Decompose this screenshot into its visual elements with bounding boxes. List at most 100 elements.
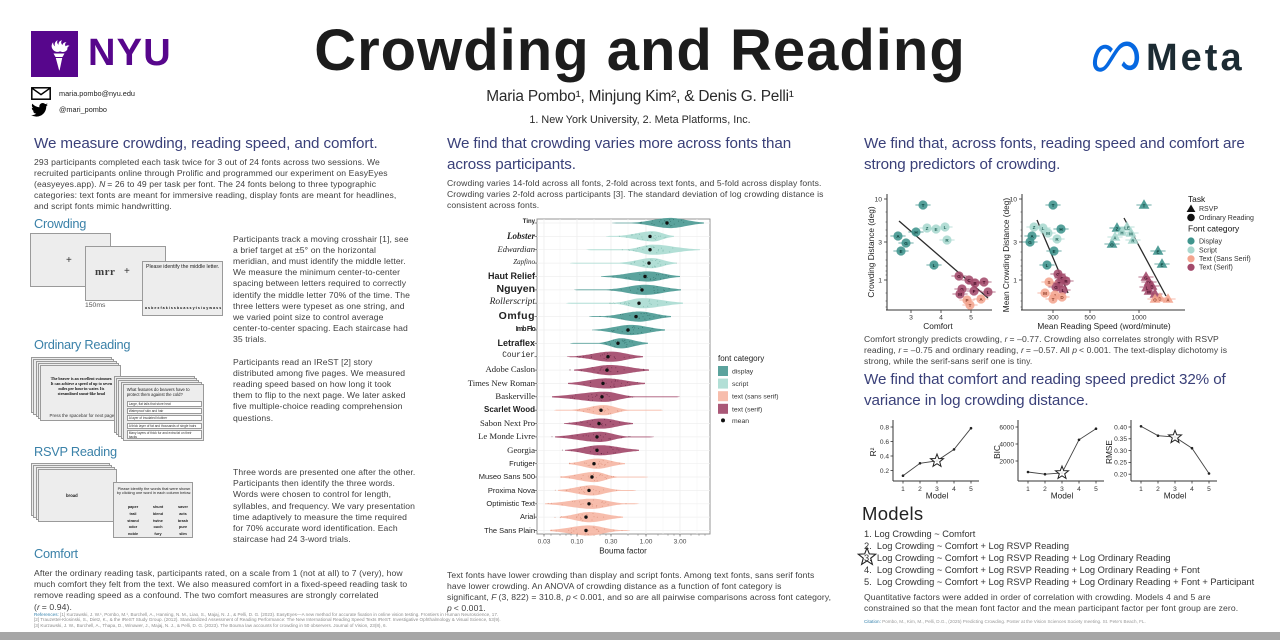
svg-text:0.30: 0.30 (605, 539, 618, 546)
svg-text:1: 1 (901, 486, 905, 493)
svg-text:2: 2 (918, 486, 922, 493)
svg-text:H: H (1059, 227, 1063, 232)
svg-text:Mean Crowding Distance (deg): Mean Crowding Distance (deg) (1001, 198, 1011, 313)
svg-text:0.4: 0.4 (880, 453, 889, 460)
svg-text:LE: LE (1124, 226, 1130, 231)
svg-text:Task: Task (1188, 194, 1206, 204)
svg-text:T: T (983, 280, 986, 285)
svg-text:2000: 2000 (999, 458, 1014, 465)
svg-text:L: L (1042, 226, 1045, 231)
svg-text:4000: 4000 (999, 441, 1014, 448)
svg-text:E: E (899, 249, 902, 254)
svg-text:L: L (1046, 263, 1049, 268)
svg-text:A: A (979, 297, 983, 302)
svg-text:text (sans serif): text (sans serif) (732, 394, 778, 401)
svg-text:G: G (960, 287, 964, 292)
svg-text:G: G (904, 241, 908, 246)
svg-text:display: display (732, 369, 754, 376)
svg-text:L: L (1062, 288, 1065, 293)
svg-text:6000: 6000 (999, 424, 1014, 431)
svg-text:Text (Sans Serif): Text (Sans Serif) (1199, 256, 1251, 263)
svg-text:3: 3 (878, 239, 882, 246)
svg-text:1000: 1000 (1131, 315, 1146, 322)
svg-text:E: E (934, 227, 937, 232)
svg-text:T: T (969, 303, 972, 308)
svg-text:2: 2 (1043, 486, 1047, 493)
svg-text:T: T (1058, 281, 1061, 286)
svg-text:R²: R² (868, 447, 878, 456)
svg-text:4: 4 (952, 486, 956, 493)
svg-text:T: T (1052, 297, 1055, 302)
svg-text:10: 10 (874, 196, 882, 203)
svg-text:3: 3 (1060, 486, 1064, 493)
svg-text:M: M (958, 292, 962, 297)
svg-text:B: B (1064, 279, 1068, 284)
svg-text:H: H (914, 230, 918, 235)
svg-text:Comfort: Comfort (923, 321, 953, 331)
svg-text:Z: Z (1116, 227, 1119, 232)
svg-text:A: A (1166, 298, 1170, 303)
svg-text:4: 4 (1190, 486, 1194, 493)
svg-text:0.20: 0.20 (1114, 472, 1127, 479)
svg-text:D: D (1060, 295, 1064, 300)
svg-text:font category: font category (718, 354, 764, 363)
svg-text:M: M (1046, 231, 1050, 236)
svg-text:F: F (973, 289, 976, 294)
svg-text:3.00: 3.00 (674, 539, 687, 546)
svg-text:G: G (1056, 272, 1060, 277)
svg-text:0.03: 0.03 (538, 539, 551, 546)
svg-text:Bouma factor: Bouma factor (599, 547, 647, 556)
svg-text:0.6: 0.6 (880, 439, 889, 446)
svg-text:L: L (1146, 286, 1149, 291)
svg-text:1: 1 (878, 277, 882, 284)
svg-text:Crowding Distance (deg): Crowding Distance (deg) (866, 206, 876, 298)
svg-text:BIC: BIC (992, 445, 1002, 459)
svg-text:G: G (1028, 240, 1032, 245)
svg-text:R: R (1131, 239, 1135, 244)
svg-text:text (serif): text (serif) (732, 406, 762, 413)
svg-text:0.25: 0.25 (1114, 460, 1127, 467)
svg-text:C: C (967, 278, 971, 283)
svg-text:Mean Reading Speed (word/minut: Mean Reading Speed (word/minute) (1037, 321, 1171, 331)
svg-text:E: E (1157, 250, 1160, 255)
svg-text:1: 1 (1026, 486, 1030, 493)
svg-text:S: S (1047, 280, 1050, 285)
svg-text:4: 4 (1077, 486, 1081, 493)
svg-text:L: L (944, 225, 947, 230)
svg-text:5: 5 (1094, 486, 1098, 493)
svg-text:R: R (945, 238, 949, 243)
svg-text:1: 1 (1013, 277, 1017, 284)
svg-text:Model: Model (926, 491, 949, 501)
svg-text:Z: Z (1033, 225, 1036, 230)
svg-text:5: 5 (1207, 486, 1211, 493)
svg-text:Display: Display (1199, 238, 1222, 245)
svg-text:B: B (973, 281, 977, 286)
svg-text:H: H (1120, 231, 1123, 236)
svg-text:O: O (1153, 298, 1157, 303)
svg-text:R: R (1055, 237, 1059, 242)
svg-text:0.35: 0.35 (1114, 436, 1127, 443)
svg-text:P: P (965, 298, 968, 303)
svg-text:Font category: Font category (1188, 224, 1240, 234)
svg-text:Model: Model (1051, 491, 1074, 501)
svg-text:RMSE: RMSE (1104, 440, 1114, 464)
svg-text:Ordinary Reading: Ordinary Reading (1199, 215, 1254, 222)
svg-text:3: 3 (909, 315, 913, 322)
svg-text:0.40: 0.40 (1114, 424, 1127, 431)
svg-text:3: 3 (935, 486, 939, 493)
svg-text:T: T (922, 203, 925, 208)
svg-text:TS: TS (1146, 281, 1152, 286)
svg-text:4: 4 (939, 315, 943, 322)
svg-text:E: E (1161, 263, 1164, 268)
svg-text:T: T (1143, 204, 1146, 209)
svg-text:G: G (957, 274, 961, 279)
svg-text:0.2: 0.2 (880, 468, 889, 475)
svg-text:Z: Z (926, 226, 929, 231)
svg-text:L: L (933, 263, 936, 268)
svg-text:10: 10 (1009, 196, 1017, 203)
svg-text:M: M (1147, 290, 1151, 295)
svg-text:G: G (1054, 285, 1058, 290)
svg-text:E: E (1052, 249, 1055, 254)
svg-text:5: 5 (969, 486, 973, 493)
svg-text:A: A (896, 234, 900, 239)
